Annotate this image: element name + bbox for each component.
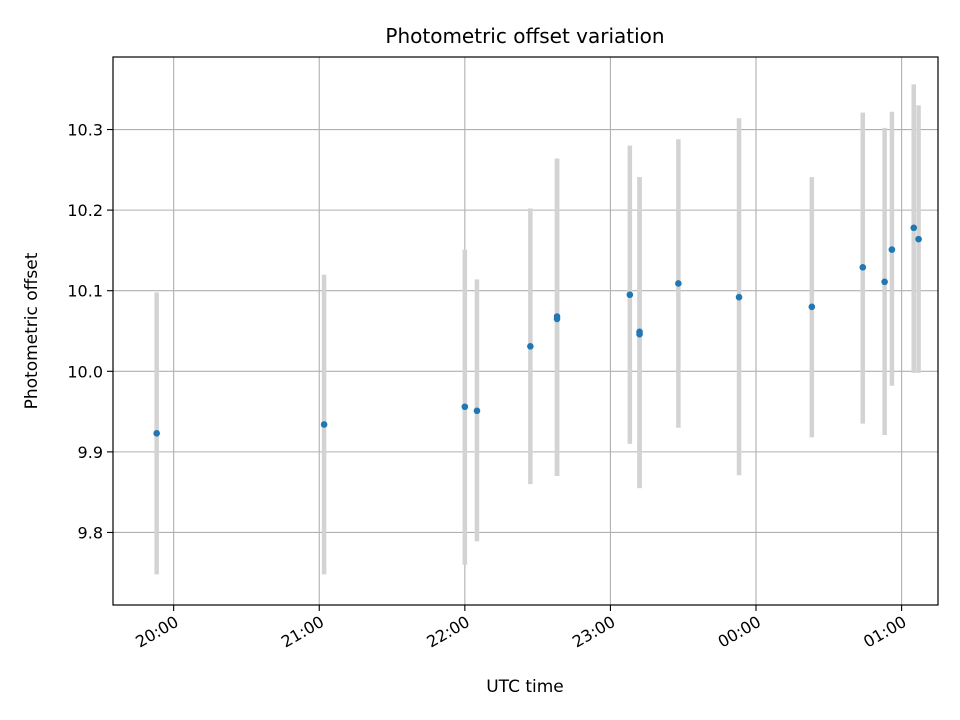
data-point <box>153 430 160 437</box>
data-point <box>888 246 896 253</box>
data-point <box>527 343 534 350</box>
data-point <box>626 291 634 299</box>
data-point <box>320 421 328 428</box>
data-point <box>808 303 816 311</box>
y-axis: 9.8 9.9 10.0 10.1 10.2 10.3 <box>67 121 113 542</box>
data-point <box>915 235 922 243</box>
data-point <box>735 293 743 301</box>
plot-frame <box>112 56 939 606</box>
data-point <box>881 278 888 286</box>
chart-title: Photometric offset variation <box>385 24 664 48</box>
grid-lines <box>113 57 938 605</box>
y-tick-label: 10.0 <box>67 362 103 381</box>
data-point <box>553 315 561 323</box>
x-axis-title: UTC time <box>486 677 564 697</box>
y-tick-label: 10.1 <box>67 282 103 301</box>
data-point <box>675 280 682 287</box>
data-point <box>473 407 481 415</box>
data-point <box>859 264 867 271</box>
data-point <box>910 224 918 232</box>
y-tick-label: 10.3 <box>67 121 103 140</box>
data-point <box>461 403 469 411</box>
data-point <box>636 330 643 338</box>
y-axis-title: Photometric offset <box>22 252 42 409</box>
data-points <box>153 224 922 437</box>
y-tick-label: 9.9 <box>78 443 103 462</box>
y-tick-label: 9.8 <box>78 523 103 542</box>
y-tick-label: 10.2 <box>67 201 103 220</box>
